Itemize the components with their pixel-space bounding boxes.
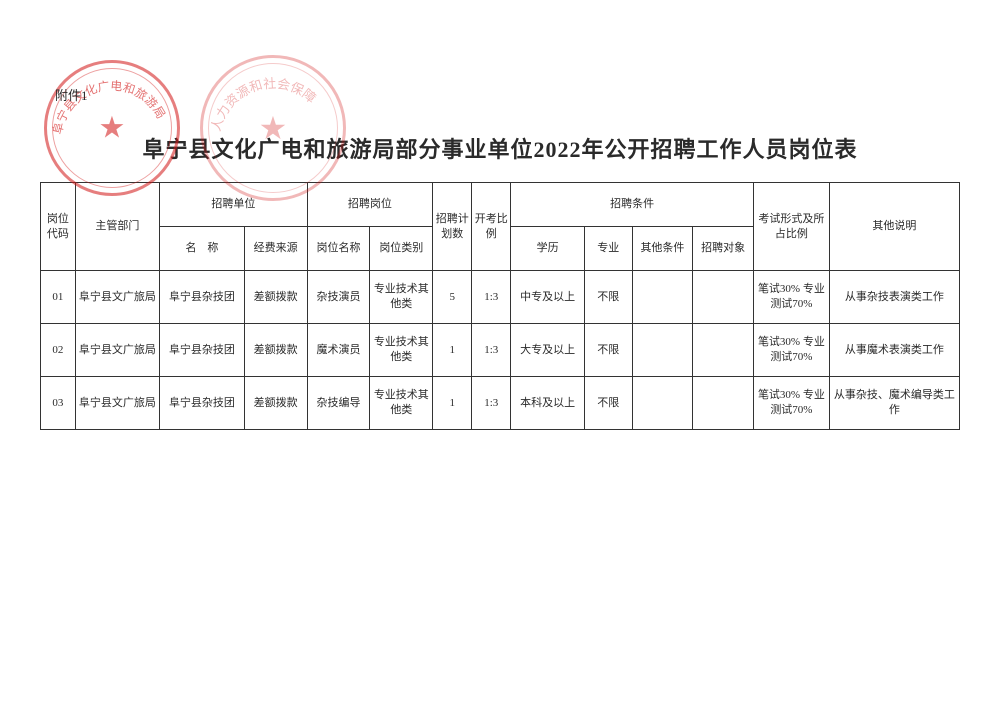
- cell-examform: 笔试30% 专业测试70%: [753, 324, 829, 377]
- cell-dept: 阜宁县文广旅局: [75, 324, 160, 377]
- table-row: 02 阜宁县文广旅局 阜宁县杂技团 差额拨款 魔术演员 专业技术其他类 1 1:…: [41, 324, 960, 377]
- cell-dept: 阜宁县文广旅局: [75, 377, 160, 430]
- cell-funding: 差额拨款: [244, 377, 307, 430]
- th-education: 学历: [511, 227, 585, 271]
- official-seal-icon: 人力资源和社会保障 ★: [200, 55, 346, 201]
- th-funding: 经费来源: [244, 227, 307, 271]
- attachment-label: 附件1: [55, 85, 88, 104]
- stamp2-text: 人力资源和社会保障: [208, 76, 319, 133]
- th-cond-group: 招聘条件: [511, 183, 754, 227]
- cell-major: 不限: [584, 377, 632, 430]
- th-plan: 招聘计划数: [433, 183, 472, 271]
- th-major: 专业: [584, 227, 632, 271]
- positions-table: 岗位代码 主管部门 招聘单位 招聘岗位 招聘计划数 开考比例 招聘条件 考试形式…: [40, 182, 960, 430]
- page-title: 阜宁县文化广电和旅游局部分事业单位2022年公开招聘工作人员岗位表: [40, 132, 960, 164]
- cell-othercond: [632, 324, 693, 377]
- cell-ratio: 1:3: [472, 377, 511, 430]
- th-examform: 考试形式及所占比例: [753, 183, 829, 271]
- cell-remarks: 从事杂技表演类工作: [829, 271, 959, 324]
- th-othercond: 其他条件: [632, 227, 693, 271]
- th-unit-name: 名 称: [160, 227, 245, 271]
- cell-remarks: 从事魔术表演类工作: [829, 324, 959, 377]
- cell-edu: 本科及以上: [511, 377, 585, 430]
- cell-postname: 魔术演员: [307, 324, 370, 377]
- cell-othercond: [632, 377, 693, 430]
- cell-plan: 1: [433, 324, 472, 377]
- cell-edu: 中专及以上: [511, 271, 585, 324]
- cell-ratio: 1:3: [472, 324, 511, 377]
- cell-dept: 阜宁县文广旅局: [75, 271, 160, 324]
- official-seal-icon: 阜宁县文化广电和旅游局 ★: [44, 60, 180, 196]
- th-unit-group: 招聘单位: [160, 183, 307, 227]
- cell-unit: 阜宁县杂技团: [160, 377, 245, 430]
- cell-ratio: 1:3: [472, 271, 511, 324]
- cell-examform: 笔试30% 专业测试70%: [753, 271, 829, 324]
- cell-target: [693, 324, 754, 377]
- cell-target: [693, 271, 754, 324]
- cell-plan: 1: [433, 377, 472, 430]
- cell-examform: 笔试30% 专业测试70%: [753, 377, 829, 430]
- cell-code: 02: [41, 324, 76, 377]
- cell-target: [693, 377, 754, 430]
- cell-plan: 5: [433, 271, 472, 324]
- cell-postcat: 专业技术其他类: [370, 377, 433, 430]
- th-code: 岗位代码: [41, 183, 76, 271]
- cell-code: 01: [41, 271, 76, 324]
- page: 阜宁县文化广电和旅游局 ★ 人力资源和社会保障 ★ 附件1 阜宁县文化广电和旅游…: [0, 0, 1000, 704]
- cell-unit: 阜宁县杂技团: [160, 324, 245, 377]
- svg-text:人力资源和社会保障: 人力资源和社会保障: [208, 76, 319, 133]
- th-post-group: 招聘岗位: [307, 183, 433, 227]
- cell-remarks: 从事杂技、魔术编导类工作: [829, 377, 959, 430]
- cell-unit: 阜宁县杂技团: [160, 271, 245, 324]
- th-target: 招聘对象: [693, 227, 754, 271]
- cell-edu: 大专及以上: [511, 324, 585, 377]
- th-dept: 主管部门: [75, 183, 160, 271]
- th-ratio: 开考比例: [472, 183, 511, 271]
- table-row: 01 阜宁县文广旅局 阜宁县杂技团 差额拨款 杂技演员 专业技术其他类 5 1:…: [41, 271, 960, 324]
- cell-postname: 杂技编导: [307, 377, 370, 430]
- cell-funding: 差额拨款: [244, 271, 307, 324]
- cell-code: 03: [41, 377, 76, 430]
- th-remarks: 其他说明: [829, 183, 959, 271]
- cell-postcat: 专业技术其他类: [370, 271, 433, 324]
- cell-postcat: 专业技术其他类: [370, 324, 433, 377]
- cell-othercond: [632, 271, 693, 324]
- cell-funding: 差额拨款: [244, 324, 307, 377]
- th-post-cat: 岗位类别: [370, 227, 433, 271]
- th-post-name: 岗位名称: [307, 227, 370, 271]
- cell-postname: 杂技演员: [307, 271, 370, 324]
- table-row: 03 阜宁县文广旅局 阜宁县杂技团 差额拨款 杂技编导 专业技术其他类 1 1:…: [41, 377, 960, 430]
- cell-major: 不限: [584, 324, 632, 377]
- cell-major: 不限: [584, 271, 632, 324]
